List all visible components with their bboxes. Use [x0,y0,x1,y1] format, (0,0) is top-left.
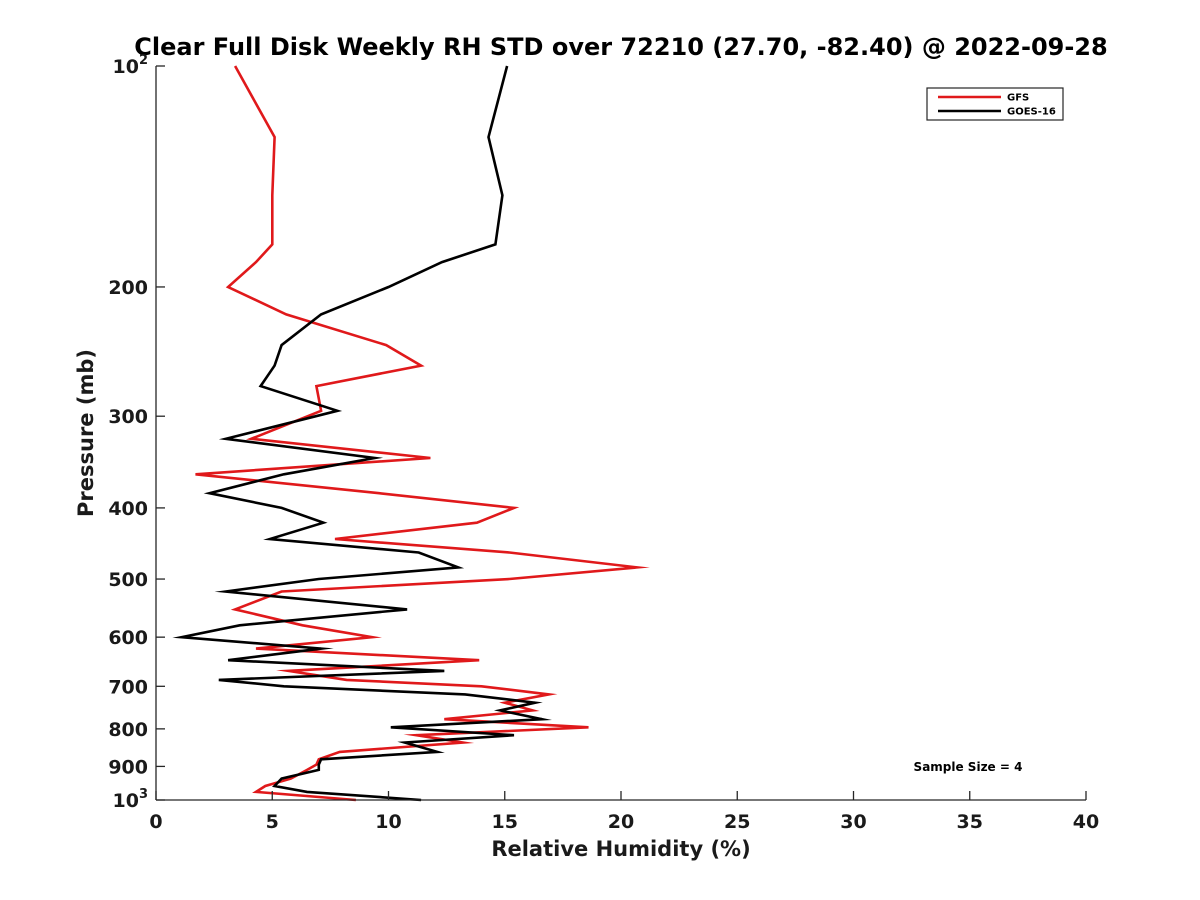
series-line-goes-16 [172,65,552,802]
y-tick-label: 600 [108,627,148,649]
legend-box [926,87,1064,121]
series-line-gfs [195,65,650,802]
y-tick-label: 700 [108,676,148,698]
y-tick-label: 103 [113,787,149,812]
legend-label: GOES-16 [1007,107,1056,118]
x-axis-label: Relative Humidity (%) [491,837,750,861]
y-tick-label: 400 [108,498,148,520]
x-tick-label: 15 [492,811,518,833]
y-tick-label: 900 [108,756,148,778]
y-tick-label: 300 [108,406,148,428]
y-axis-label: Pressure (mb) [74,349,98,517]
x-tick-label: 10 [375,811,401,833]
y-axis: 102 200 300 400 500 600 700 800 900 103 [108,53,165,812]
x-tick-label: 30 [840,811,866,833]
y-tick-label: 500 [108,569,148,591]
x-tick-label: 40 [1073,811,1099,833]
x-tick-label: 0 [149,811,162,833]
x-axis: 0 5 10 15 20 25 30 35 40 [149,791,1099,833]
plot-area [172,65,650,802]
y-tick-label: 200 [108,277,148,299]
x-tick-label: 25 [724,811,750,833]
y-tick-label: 800 [108,719,148,741]
legend: GFS GOES-16 [926,87,1064,121]
y-tick-label: 102 [113,53,149,78]
x-tick-label: 5 [266,811,279,833]
chart-title: Clear Full Disk Weekly RH STD over 72210… [134,33,1107,61]
x-tick-label: 20 [608,811,634,833]
legend-label: GFS [1007,93,1029,104]
x-tick-label: 35 [957,811,983,833]
sample-size-annotation: Sample Size = 4 [914,760,1023,774]
